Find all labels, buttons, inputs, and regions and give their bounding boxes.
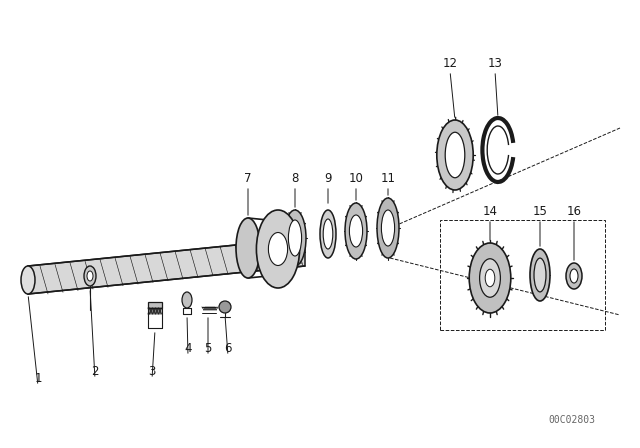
Ellipse shape xyxy=(289,220,301,256)
Ellipse shape xyxy=(381,210,395,246)
Text: 2: 2 xyxy=(92,365,99,378)
Polygon shape xyxy=(28,238,305,294)
Polygon shape xyxy=(148,302,162,308)
Ellipse shape xyxy=(445,132,465,178)
Ellipse shape xyxy=(570,269,578,283)
Ellipse shape xyxy=(182,292,192,308)
Ellipse shape xyxy=(236,218,260,278)
Text: 7: 7 xyxy=(244,172,252,185)
Ellipse shape xyxy=(469,243,511,313)
Text: 4: 4 xyxy=(184,342,192,355)
Ellipse shape xyxy=(349,215,363,247)
Text: 11: 11 xyxy=(381,172,396,185)
Ellipse shape xyxy=(377,198,399,258)
Ellipse shape xyxy=(345,203,367,259)
Text: 00C02803: 00C02803 xyxy=(548,415,595,425)
Text: 3: 3 xyxy=(148,365,156,378)
Ellipse shape xyxy=(534,258,546,292)
Text: 10: 10 xyxy=(349,172,364,185)
Ellipse shape xyxy=(219,301,231,313)
Text: 9: 9 xyxy=(324,172,332,185)
Text: 12: 12 xyxy=(442,57,458,70)
Ellipse shape xyxy=(21,266,35,294)
Ellipse shape xyxy=(268,233,287,266)
Text: 16: 16 xyxy=(566,205,582,218)
Text: 15: 15 xyxy=(532,205,547,218)
Ellipse shape xyxy=(84,266,96,286)
Ellipse shape xyxy=(257,210,300,288)
Ellipse shape xyxy=(323,219,333,249)
Ellipse shape xyxy=(87,271,93,281)
Text: 13: 13 xyxy=(488,57,502,70)
Ellipse shape xyxy=(284,210,306,266)
Ellipse shape xyxy=(485,269,495,287)
Text: 5: 5 xyxy=(204,342,212,355)
Ellipse shape xyxy=(530,249,550,301)
Text: 8: 8 xyxy=(291,172,299,185)
Text: 1: 1 xyxy=(35,372,42,385)
Ellipse shape xyxy=(566,263,582,289)
Ellipse shape xyxy=(479,259,500,297)
Text: 14: 14 xyxy=(483,205,497,218)
Ellipse shape xyxy=(320,210,336,258)
Ellipse shape xyxy=(437,120,473,190)
Text: 6: 6 xyxy=(224,342,232,355)
